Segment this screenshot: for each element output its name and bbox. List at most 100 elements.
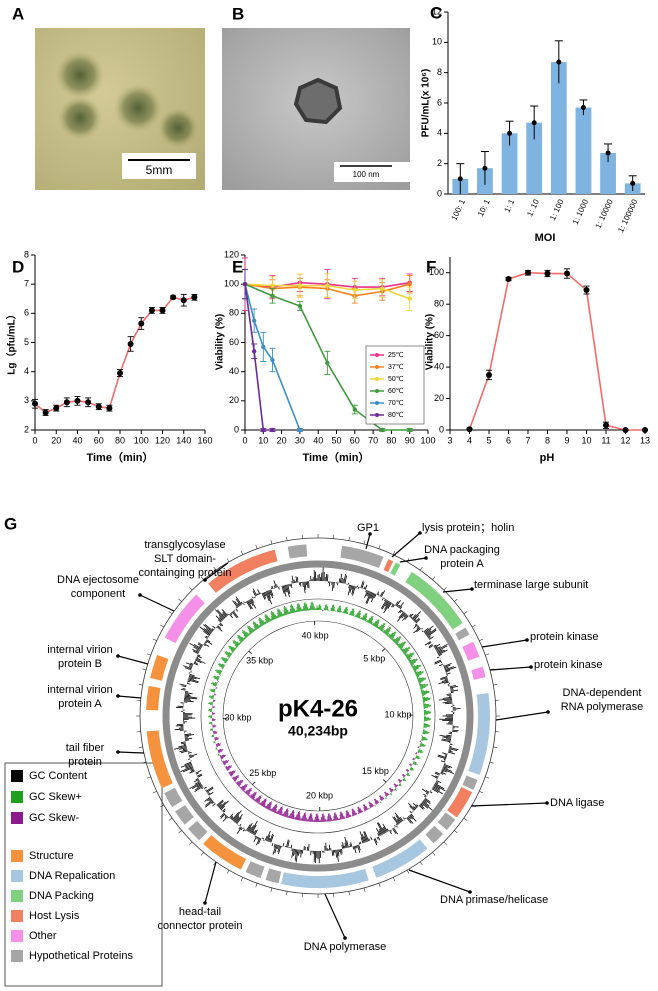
gc-content — [416, 628, 421, 633]
gc-content — [408, 815, 413, 820]
gc-skew — [214, 677, 219, 681]
gc-content — [352, 846, 355, 850]
gc-skew — [398, 641, 406, 648]
ring-tick — [240, 877, 244, 882]
gc-content — [216, 799, 224, 806]
gc-skew — [221, 663, 226, 666]
gc-skew — [286, 813, 289, 818]
point — [106, 405, 113, 412]
gene — [425, 825, 444, 844]
gc-content — [441, 770, 444, 773]
gc-skew — [409, 768, 413, 771]
gc-skew — [421, 690, 428, 693]
gc-skew — [272, 611, 277, 619]
gc-skew — [394, 788, 398, 792]
gc-content — [195, 657, 201, 661]
gc-skew — [213, 675, 220, 679]
ring-tick — [168, 817, 173, 821]
panel-label: A — [12, 4, 24, 23]
gc-content — [188, 677, 195, 680]
gc-skew — [379, 622, 385, 630]
gc-content — [394, 812, 403, 822]
gc-skew — [346, 612, 349, 615]
gc-skew — [228, 652, 232, 655]
gc-content — [181, 685, 187, 688]
x-axis-title: pH — [540, 452, 555, 464]
gc-skew — [390, 792, 392, 794]
gc-skew — [355, 812, 358, 815]
gc-skew — [416, 755, 420, 758]
gc-skew — [419, 744, 425, 747]
gc-skew — [214, 738, 219, 741]
bar — [501, 133, 518, 194]
scale-box — [122, 153, 196, 179]
gc-skew — [363, 807, 366, 812]
gc-content — [197, 774, 203, 778]
gc-content — [207, 792, 210, 794]
gc-skew — [259, 622, 263, 627]
gc-skew — [412, 758, 415, 761]
y-axis-title: Lg（pfu/mL） — [5, 309, 18, 375]
gc-content — [307, 581, 309, 588]
gc-content — [359, 831, 365, 843]
gc-content — [257, 838, 262, 845]
gc-content — [361, 834, 366, 843]
gc-content — [196, 656, 199, 658]
gc-skew — [379, 801, 382, 804]
leader-dot — [525, 638, 529, 642]
x-tick-label: 1: 1000 — [571, 197, 591, 225]
gc-content — [380, 599, 387, 609]
ring-tick — [463, 611, 468, 615]
ring-tick — [160, 804, 164, 808]
gc-content — [425, 790, 430, 793]
gc-skew — [262, 800, 267, 807]
gc-skew — [225, 766, 228, 768]
x-tick-label: 1: 100000 — [616, 197, 639, 234]
gc-content — [179, 749, 188, 753]
leader-line — [442, 588, 473, 593]
gc-skew — [251, 627, 255, 632]
gc-content — [271, 843, 274, 847]
ring-tick — [363, 540, 366, 545]
x-tick-label: 80 — [386, 435, 396, 445]
gc-content — [440, 676, 448, 679]
leader-line — [408, 869, 471, 893]
gc-content — [438, 680, 449, 685]
ring-tick — [226, 870, 230, 874]
gc-content — [365, 591, 372, 604]
gc-skew — [384, 792, 388, 797]
x-tick-label: 10: 1 — [476, 197, 492, 217]
x-tick-label: 100 — [134, 435, 149, 445]
gc-content — [413, 615, 419, 621]
gc-skew — [365, 805, 369, 810]
gc-content — [421, 802, 429, 809]
gc-skew — [297, 602, 300, 612]
gc-content — [184, 696, 197, 700]
gc-skew — [368, 801, 373, 808]
bar — [550, 62, 567, 194]
gc-skew — [240, 785, 244, 789]
ring-tick — [178, 830, 182, 834]
gc-skew — [394, 636, 402, 644]
gc-content — [230, 816, 234, 820]
gene — [287, 544, 308, 559]
leader-line — [117, 751, 145, 754]
gc-content — [254, 596, 256, 599]
gc-content — [243, 601, 245, 603]
y-tick-label: 0 — [439, 424, 444, 434]
gc-content — [189, 665, 193, 667]
gc-content — [433, 785, 441, 790]
x-tick-label: 5 — [486, 435, 491, 445]
point — [117, 370, 123, 377]
gc-content — [233, 815, 240, 822]
gc-skew — [422, 700, 428, 702]
gc-skew — [214, 737, 220, 740]
gc-skew — [371, 803, 374, 807]
gc-skew — [349, 814, 352, 817]
gc-content — [184, 737, 193, 740]
gc-skew — [398, 784, 401, 787]
gc-skew — [341, 813, 345, 819]
gc-content — [424, 795, 427, 798]
gene-label: tail fiber — [66, 742, 105, 754]
gc-skew — [268, 616, 272, 622]
